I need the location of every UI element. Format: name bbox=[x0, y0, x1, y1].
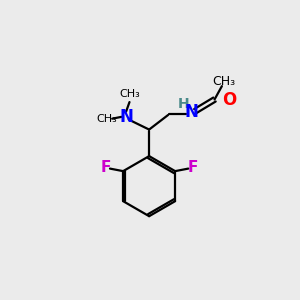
Text: N: N bbox=[184, 103, 198, 121]
Text: N: N bbox=[119, 108, 133, 126]
Text: F: F bbox=[100, 160, 111, 175]
Text: H: H bbox=[178, 97, 189, 111]
Text: CH₃: CH₃ bbox=[119, 89, 140, 99]
Text: O: O bbox=[222, 91, 236, 109]
Text: F: F bbox=[187, 160, 198, 175]
Text: CH₃: CH₃ bbox=[213, 75, 236, 88]
Text: CH₃: CH₃ bbox=[96, 114, 117, 124]
